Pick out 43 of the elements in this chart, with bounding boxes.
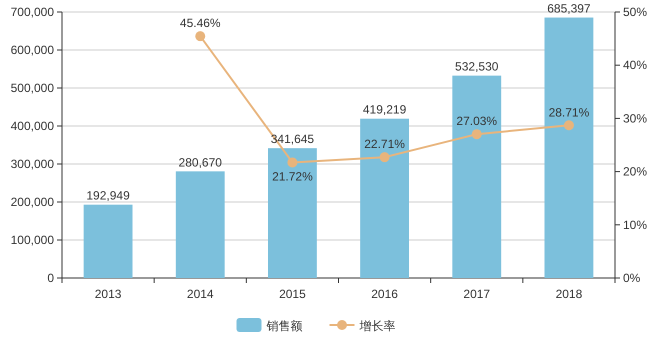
data-label: 45.46% (180, 16, 221, 30)
data-label: 192,949 (86, 188, 130, 203)
x-tick-label: 2014 (186, 287, 214, 301)
point (287, 157, 298, 168)
point (380, 152, 390, 162)
data-label: 21.72% (272, 169, 314, 184)
legend-label: 销售额 (266, 319, 302, 333)
y2-tick-label: 50% (623, 5, 648, 19)
y-tick-label: 500,000 (10, 81, 54, 95)
data-label: 280,670 (178, 155, 222, 170)
y-tick-label: 300,000 (10, 157, 54, 171)
data-label: 22.71% (364, 137, 406, 152)
y-tick-label: 100,000 (10, 233, 54, 247)
y2-tick-label: 0% (623, 271, 641, 285)
data-label: 28.71% (548, 105, 590, 120)
y2-tick-label: 10% (623, 218, 648, 232)
y2-tick-label: 30% (623, 111, 648, 126)
data-label: 419,219 (362, 102, 407, 117)
bar (176, 171, 225, 278)
x-tick-label: 2017 (463, 287, 490, 301)
point (472, 129, 482, 140)
x-tick-label: 2016 (371, 287, 398, 301)
bar (452, 76, 502, 278)
y-tick-label: 200,000 (10, 195, 54, 209)
data-label: 685,397 (547, 2, 591, 16)
y2-tick-label: 40% (623, 58, 648, 72)
y-tick-label: 700,000 (10, 5, 54, 19)
bar (360, 118, 410, 278)
data-label: 532,530 (455, 60, 499, 74)
data-label: 27.03% (456, 114, 498, 128)
y2-tick-label: 20% (623, 164, 648, 179)
legend-label: 增长率 (358, 319, 396, 333)
bar (84, 204, 133, 278)
y-tick-label: 0 (47, 271, 54, 285)
x-tick-label: 2015 (279, 287, 306, 301)
x-tick-label: 2018 (556, 287, 583, 301)
point (564, 120, 574, 130)
bar (544, 18, 594, 278)
y-tick-label: 600,000 (10, 43, 54, 57)
x-tick-label: 2013 (94, 287, 122, 301)
point (195, 31, 206, 42)
bar (268, 148, 317, 278)
y-tick-label: 400,000 (10, 119, 54, 133)
